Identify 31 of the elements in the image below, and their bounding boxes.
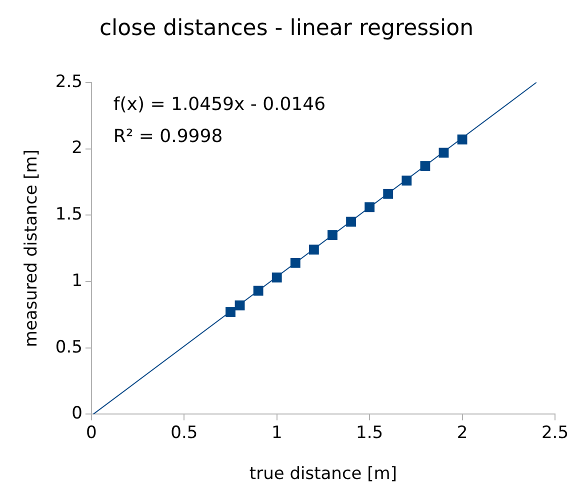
point <box>234 300 245 310</box>
point <box>308 244 319 255</box>
x-tick-label: 2.5 <box>541 422 569 443</box>
x-tick-label: 1.5 <box>356 422 384 443</box>
annotation: f(x) = 1.0459x - 0.0146 <box>113 94 326 116</box>
point <box>364 202 375 212</box>
y-tick-label: 0.5 <box>55 337 82 358</box>
point <box>346 216 356 227</box>
y-tick-label: 2 <box>72 138 82 158</box>
point <box>290 258 300 268</box>
point <box>420 161 430 171</box>
y-tick-label: 1.5 <box>55 204 82 225</box>
point <box>383 188 394 199</box>
point <box>253 286 264 296</box>
y-tick-label: 2.5 <box>55 72 82 92</box>
x-axis-title: true distance [m] <box>249 464 397 484</box>
x-tick-label: 2 <box>456 422 468 443</box>
y-axis-title: measured distance [m] <box>22 149 42 348</box>
x-tick-label: 0.5 <box>170 422 198 443</box>
point <box>438 148 449 158</box>
y-tick-label: 0 <box>72 404 82 424</box>
point <box>457 134 468 144</box>
x-tick-label: 0 <box>86 422 97 443</box>
point <box>402 176 412 186</box>
point <box>272 272 282 282</box>
point <box>226 307 236 317</box>
point <box>328 230 338 240</box>
chart-title: close distances - linear regression <box>99 16 474 41</box>
y-tick-label: 1 <box>72 270 82 291</box>
annotation: R² = 0.9998 <box>113 126 223 148</box>
x-tick-label: 1 <box>271 422 282 443</box>
